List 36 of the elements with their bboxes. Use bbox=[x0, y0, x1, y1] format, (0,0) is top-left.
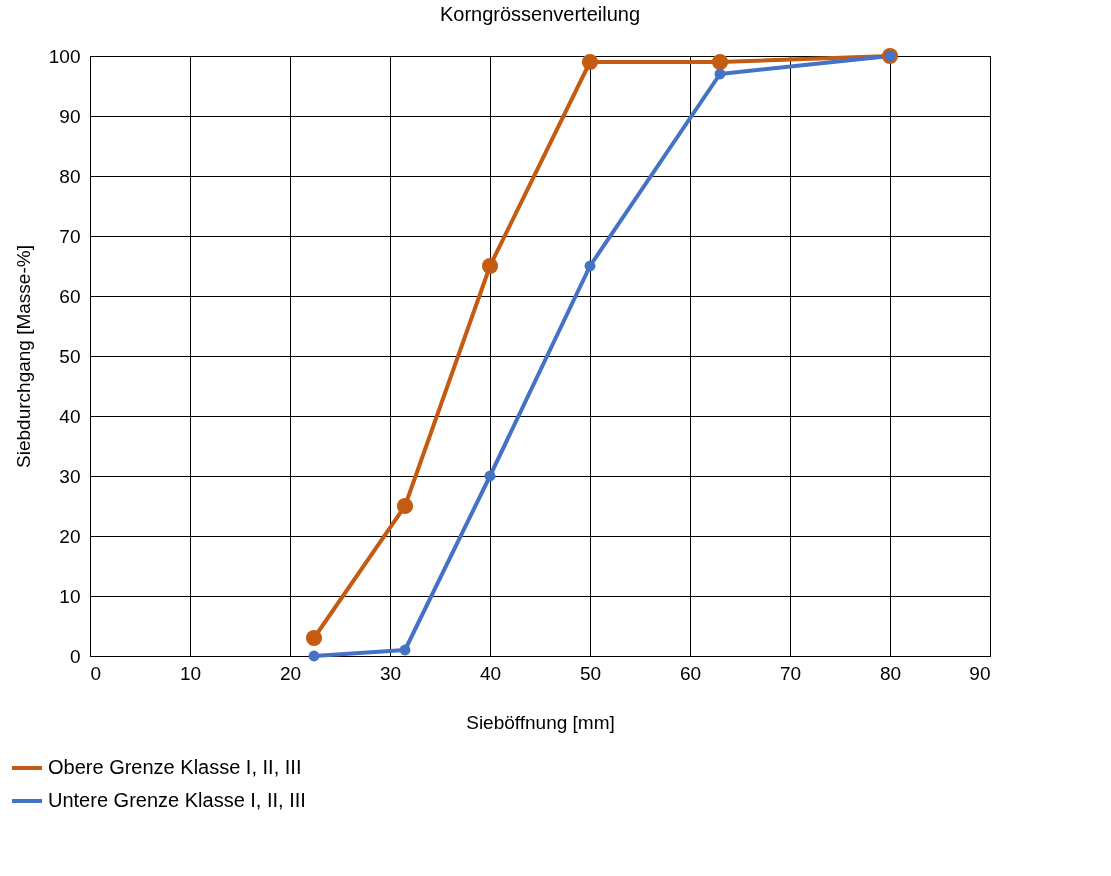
point bbox=[711, 53, 729, 71]
x-axis-title: Sieböffnung [mm] bbox=[466, 711, 615, 733]
x-tick-label: 30 bbox=[379, 662, 402, 684]
y-tick-label: 40 bbox=[59, 405, 81, 427]
x-tick-label: 10 bbox=[179, 662, 202, 684]
y-tick-label: 20 bbox=[59, 525, 81, 547]
x-tick-label: 50 bbox=[579, 662, 602, 684]
point bbox=[308, 650, 320, 662]
point bbox=[484, 470, 496, 482]
point bbox=[481, 257, 499, 275]
y-tick-label: 80 bbox=[59, 165, 81, 187]
legend-label: Obere Grenze Klasse I, II, III bbox=[48, 756, 302, 778]
x-tick-label: 70 bbox=[779, 662, 802, 684]
x-tick-label: 0 bbox=[90, 662, 102, 684]
x-tick-label: 80 bbox=[879, 662, 902, 684]
y-tick-label: 50 bbox=[59, 345, 81, 367]
point bbox=[714, 68, 726, 80]
x-tick-label: 60 bbox=[679, 662, 702, 684]
y-tick-label: 0 bbox=[69, 645, 81, 667]
y-tick-label: 70 bbox=[59, 225, 81, 247]
legend-label: Untere Grenze Klasse I, II, III bbox=[48, 789, 306, 811]
y-tick-label: 100 bbox=[48, 45, 81, 67]
point bbox=[399, 644, 411, 656]
point bbox=[584, 260, 596, 272]
y-tick-label: 90 bbox=[59, 105, 81, 127]
y-tick-label: 10 bbox=[59, 585, 81, 607]
chart-title: Korngrössenverteilung bbox=[439, 3, 641, 25]
y-tick-label: 60 bbox=[59, 285, 81, 307]
point bbox=[305, 629, 323, 647]
y-tick-label: 30 bbox=[59, 465, 81, 487]
point bbox=[396, 497, 414, 515]
y-axis-title: Siebdurchgang [Masse-%] bbox=[12, 245, 34, 468]
x-tick-label: 20 bbox=[279, 662, 302, 684]
x-tick-label: 90 bbox=[969, 662, 991, 684]
point bbox=[581, 53, 599, 71]
x-tick-label: 40 bbox=[479, 662, 502, 684]
